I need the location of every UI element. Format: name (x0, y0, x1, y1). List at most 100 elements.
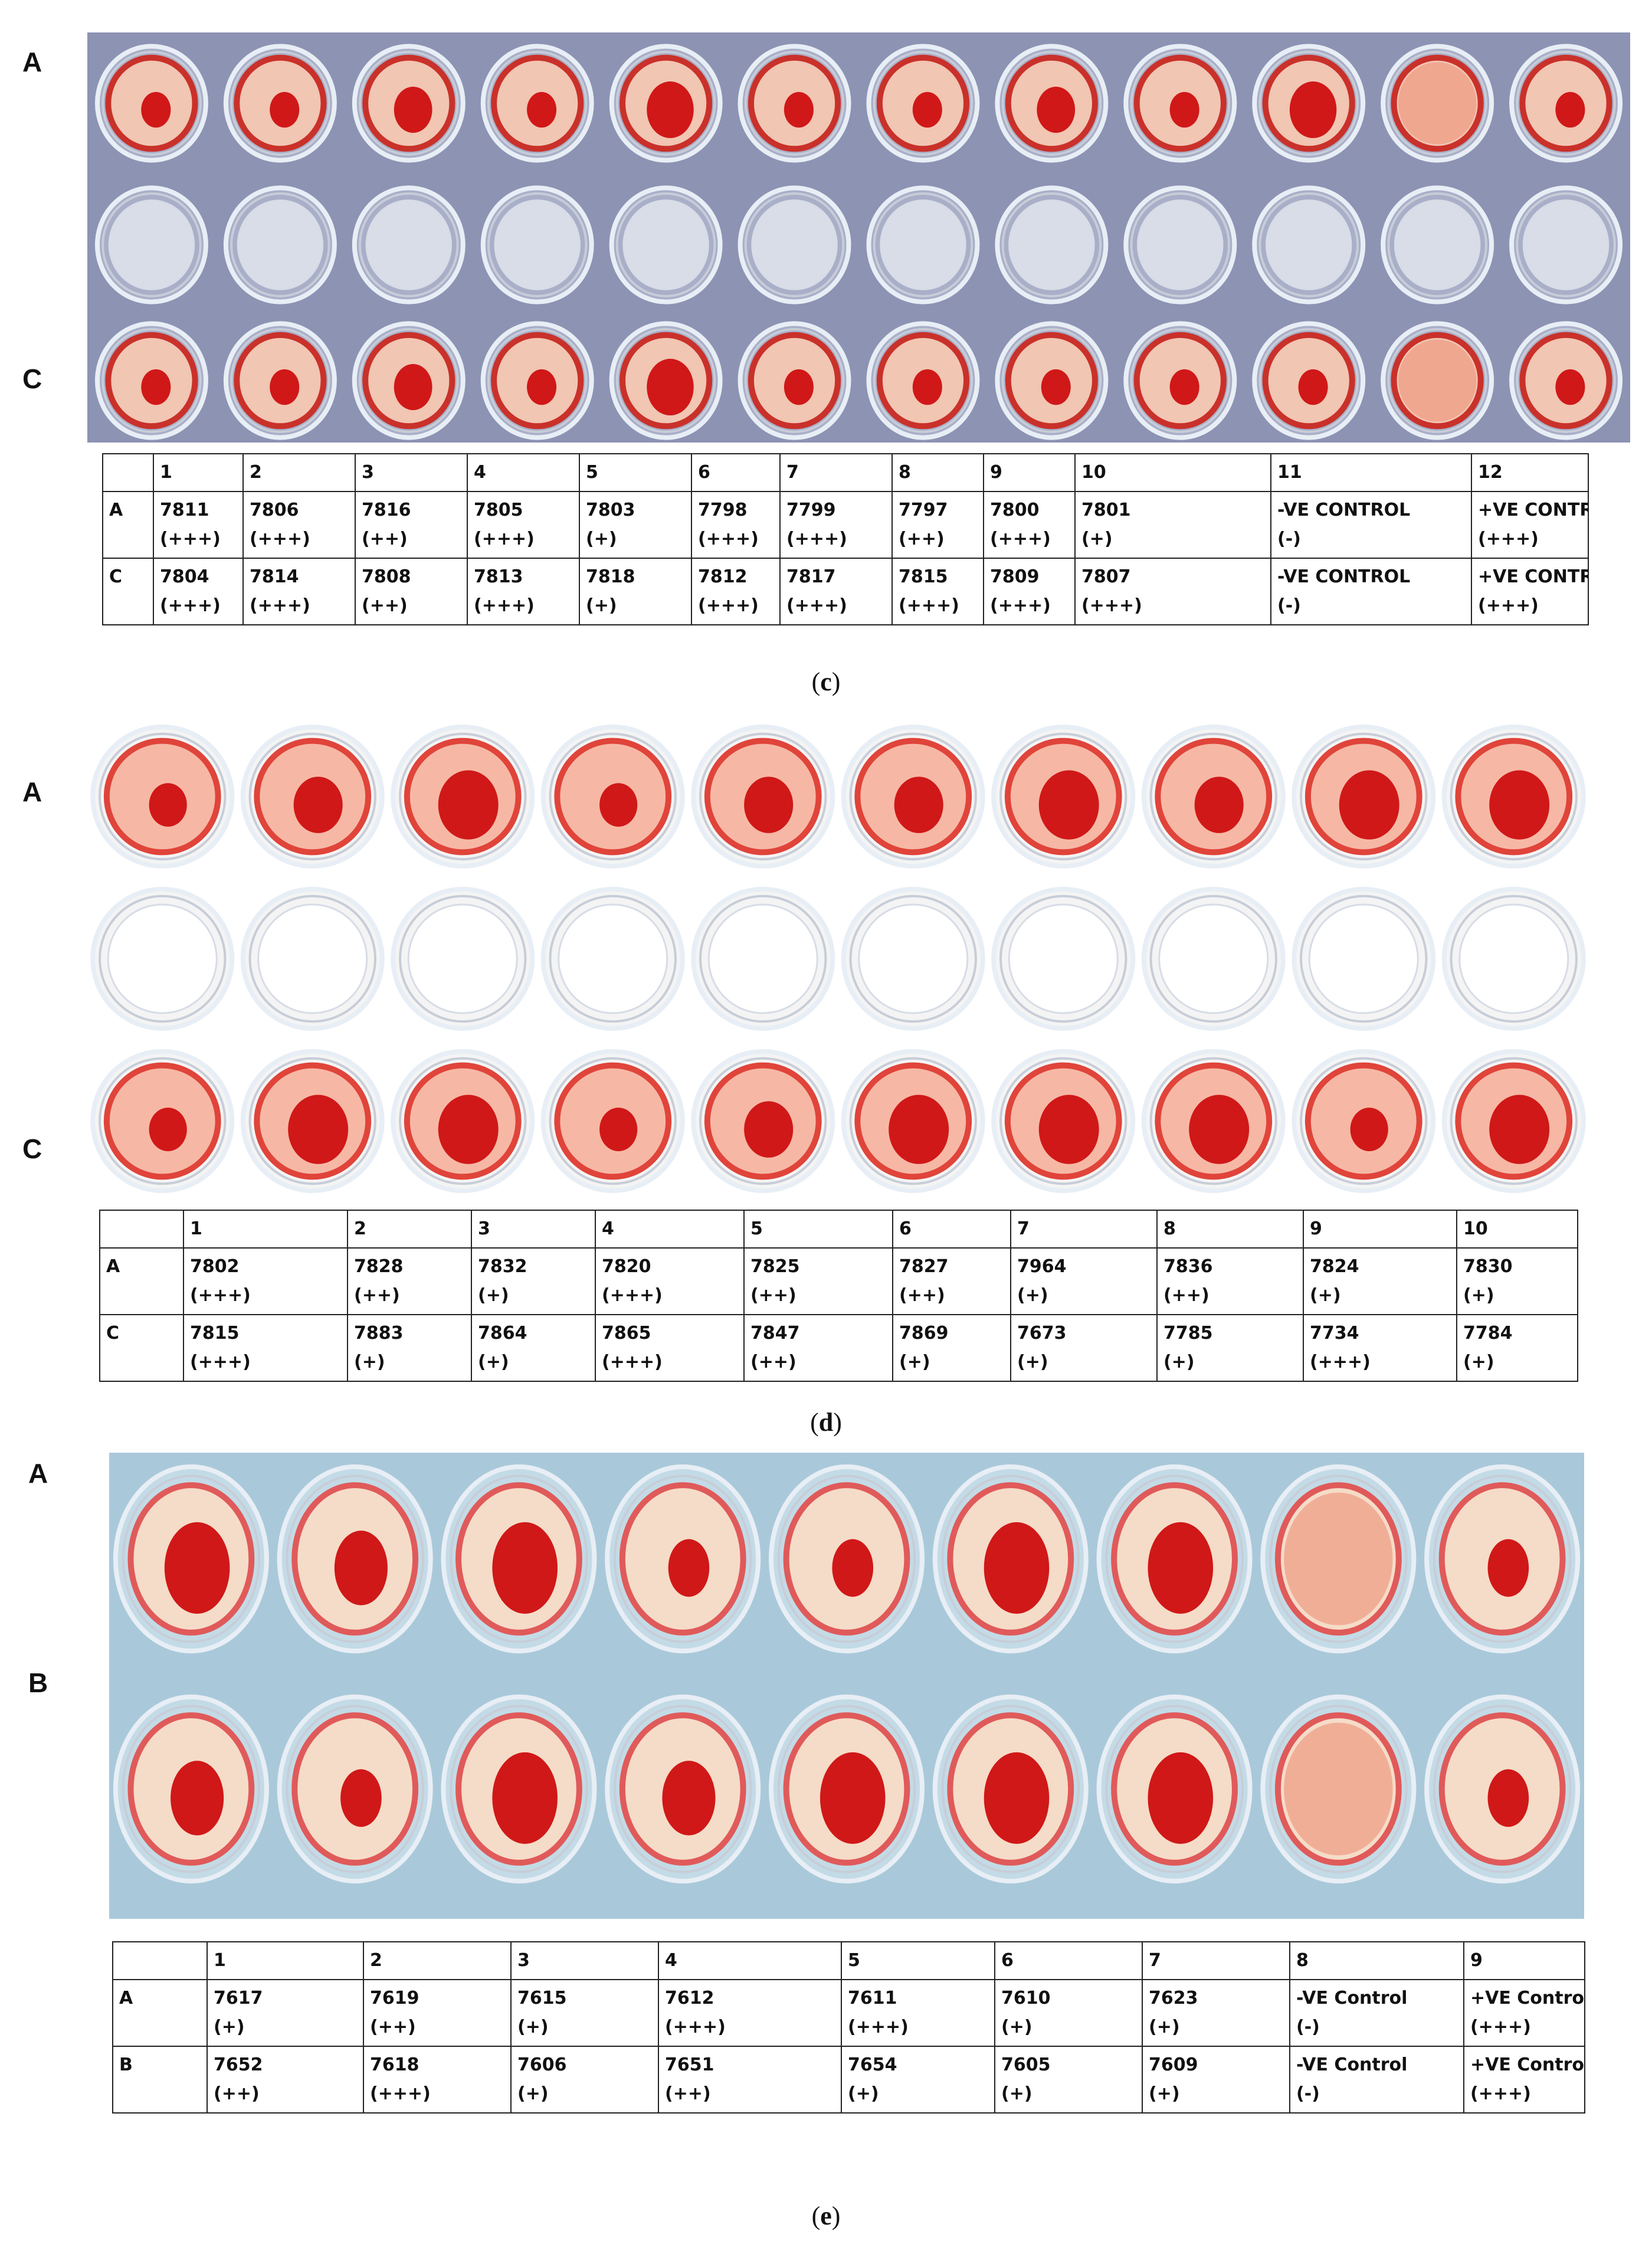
well (352, 321, 466, 440)
agglutination-score: (+++) (1470, 2017, 1531, 2037)
table-cell: 7611 (+++) (841, 1978, 995, 2047)
column-header: 2 (363, 1941, 512, 1980)
column-header: 3 (510, 1941, 659, 1980)
table-cell: 7825 (++) (743, 1247, 893, 1315)
well (991, 725, 1136, 869)
row-header: B (112, 2045, 208, 2114)
sample-id: 7799 (786, 499, 836, 520)
well (691, 725, 835, 869)
agglutination-score: (++) (665, 2083, 711, 2104)
table-cell: 7817 (+++) (779, 557, 893, 625)
well (1096, 1464, 1253, 1654)
column-header: 5 (579, 453, 692, 492)
results-table: 1 2 3 4 5 6 7 8 9 A 7617 (+) 7619 (++) 7615 (+) 7612 (+++… (112, 1941, 1585, 2114)
column-header: 6 (892, 1210, 1011, 1249)
sample-id: 7827 (899, 1256, 949, 1277)
table-cell: 7610 (+) (994, 1978, 1143, 2047)
agglutination-score: (+) (1001, 2083, 1032, 2104)
table-cell: 7617 (+) (206, 1978, 364, 2047)
row-header: A (102, 490, 154, 559)
sample-id: 7815 (899, 566, 948, 587)
agglutination-score: (+) (586, 529, 617, 549)
well (441, 1694, 597, 1884)
table-cell: 7808 (++) (355, 557, 468, 625)
sample-id: 7617 (214, 1987, 263, 2008)
agglutination-score: (+) (1463, 1285, 1494, 1306)
table-cell: 7814 (+++) (242, 557, 356, 625)
well (90, 725, 235, 869)
well (605, 1694, 761, 1884)
table-cell: 7813 (+++) (467, 557, 580, 625)
table-corner-cell (99, 1210, 184, 1249)
table-cell: 7651 (++) (658, 2045, 842, 2114)
row-header: C (99, 1313, 184, 1382)
table-cell: -VE CONTROL (-) (1270, 490, 1472, 559)
sample-id: -VE Control (1296, 2054, 1408, 2075)
well (1123, 44, 1237, 163)
sample-id: 7798 (698, 499, 748, 520)
column-header: 3 (471, 1210, 596, 1249)
plate-row-label-c: C (22, 1133, 42, 1164)
well (1096, 1694, 1253, 1884)
plate-row-label-c: C (22, 363, 42, 394)
table-cell: 7605 (+) (994, 2045, 1143, 2114)
sample-id: 7797 (899, 499, 948, 520)
sample-id: 7802 (190, 1256, 240, 1277)
well (540, 887, 685, 1031)
table-cell: 7800 (+++) (983, 490, 1076, 559)
sample-id: 7832 (478, 1256, 527, 1277)
agglutination-score: (+++) (990, 595, 1051, 616)
sample-id: 7809 (990, 566, 1040, 587)
agglutination-score: (+) (1001, 2017, 1032, 2037)
well (691, 887, 835, 1031)
well (866, 44, 980, 163)
well (277, 1694, 433, 1884)
well (223, 44, 337, 163)
well (738, 185, 851, 304)
sample-id: 7964 (1017, 1256, 1067, 1277)
sample-id: 7814 (250, 566, 299, 587)
agglutination-score: (+++) (1310, 1352, 1371, 1372)
well (866, 321, 980, 440)
table-cell: 7830 (+) (1456, 1247, 1578, 1315)
sample-id: 7830 (1463, 1256, 1513, 1277)
table-row: A 7617 (+) 7619 (++) 7615 (+) 7612 (+++) 7611 (+++… (112, 1978, 1585, 2047)
agglutination-score: (+) (848, 2083, 879, 2104)
well (391, 1049, 535, 1193)
plate-row-label-a: A (28, 1458, 48, 1489)
well (540, 725, 685, 869)
sample-id: +VE Control (1470, 1987, 1585, 2008)
well (605, 1464, 761, 1654)
sample-id: 7816 (362, 499, 411, 520)
table-corner-cell (102, 453, 154, 492)
table-cell: 7828 (++) (347, 1247, 472, 1315)
well (352, 44, 466, 163)
table-cell: 7609 (+) (1142, 2045, 1290, 2114)
well (1441, 725, 1586, 869)
sample-id: 7813 (474, 566, 523, 587)
sample-id: 7609 (1149, 2054, 1198, 2075)
agglutination-score: (+++) (474, 529, 535, 549)
column-header: 8 (891, 453, 984, 492)
well (1141, 725, 1286, 869)
well (223, 185, 337, 304)
agglutination-score: (-) (1296, 2017, 1320, 2037)
well (1292, 725, 1436, 869)
agglutination-score: (+) (899, 1352, 930, 1372)
agglutination-score: (+++) (250, 595, 310, 616)
sample-id: 7610 (1001, 1987, 1051, 2008)
table-cell: 7804 (+++) (153, 557, 244, 625)
sample-id: 7615 (517, 1987, 567, 2008)
table-cell: 7806 (+++) (242, 490, 356, 559)
table-row: B 7652 (++) 7618 (+++) 7606 (+) 7651 (++) 7654 (+)… (112, 2045, 1585, 2114)
agglutination-score: (+++) (990, 529, 1051, 549)
agglutination-score: (+++) (1470, 2083, 1531, 2104)
well (240, 725, 385, 869)
sample-id: -VE CONTROL (1277, 566, 1411, 587)
agglutination-score: (+++) (602, 1352, 663, 1372)
well (995, 185, 1109, 304)
sample-id: 7623 (1149, 1987, 1198, 2008)
sample-id: 7734 (1310, 1322, 1359, 1344)
well (113, 1694, 269, 1884)
table-cell: 7785 (+) (1156, 1313, 1304, 1382)
